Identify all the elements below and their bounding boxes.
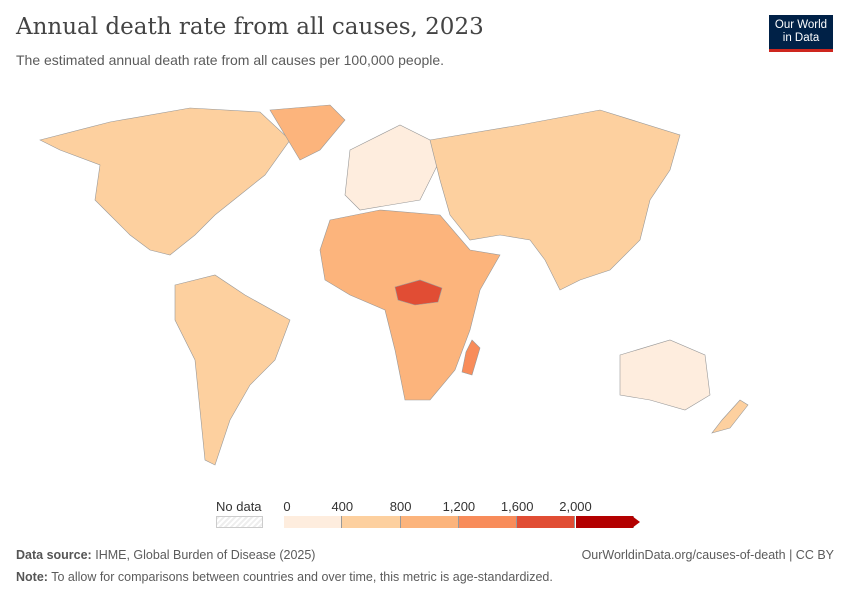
region-madagascar[interactable] [461,339,481,376]
region-new-zealand[interactable] [711,399,749,434]
legend-tick: 2,000 [559,499,592,514]
region-australia[interactable] [619,339,711,411]
region-greenland[interactable] [269,104,346,161]
legend-bin[interactable] [342,516,401,528]
legend-no-data-swatch [216,516,263,528]
legend-tick: 800 [389,499,412,514]
region-africa[interactable] [319,209,501,401]
chart-title: Annual death rate from all causes, 2023 [16,14,484,40]
legend-tick: 400 [331,499,354,514]
region-central-africa[interactable] [394,279,443,306]
region-south-america[interactable] [174,274,291,466]
owid-logo[interactable]: Our World in Data [769,15,833,52]
note: Note: To allow for comparisons between c… [16,570,553,584]
legend-tick: 1,600 [500,499,534,514]
region-europe[interactable] [344,124,441,211]
legend-bin[interactable] [517,516,576,528]
legend-no-data-label: No data [216,499,262,514]
legend-bin[interactable] [458,516,518,528]
legend-tick: 0 [283,499,291,514]
note-label: Note: [16,570,48,584]
source-link[interactable]: OurWorldinData.org/causes-of-death | CC … [581,548,834,562]
source-label: Data source: [16,548,92,562]
legend-arrow [632,516,640,528]
legend-bin[interactable] [284,516,343,528]
region-asia[interactable] [429,109,681,291]
note-text: To allow for comparisons between countri… [51,570,553,584]
data-source: Data source: IHME, Global Burden of Dise… [16,548,315,562]
world-map[interactable] [0,90,850,490]
legend-bin[interactable] [400,516,459,528]
region-north-america[interactable] [39,107,291,256]
legend-tick: 1,200 [442,499,476,514]
chart-subtitle: The estimated annual death rate from all… [16,52,445,68]
source-text: IHME, Global Burden of Disease (2025) [95,548,316,562]
legend-bin[interactable] [575,516,634,528]
